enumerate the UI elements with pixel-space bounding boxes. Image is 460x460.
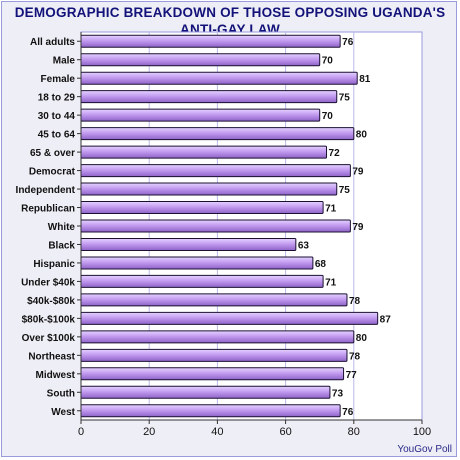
bar <box>80 182 338 196</box>
category-label: $80k-$100k <box>22 314 76 325</box>
bar <box>80 404 341 418</box>
bar <box>80 348 348 362</box>
data-label: 78 <box>349 351 361 362</box>
x-tick-label-0: 0 <box>78 426 84 438</box>
bar <box>80 108 321 122</box>
category-label: Northeast <box>28 351 75 362</box>
category-label: Midwest <box>36 370 76 381</box>
data-label: 75 <box>339 93 351 104</box>
data-label: 73 <box>332 388 344 399</box>
bar <box>80 293 348 307</box>
bar <box>80 71 358 85</box>
data-label: 71 <box>325 277 337 288</box>
bar <box>80 127 355 141</box>
data-label: 80 <box>356 333 368 344</box>
bar <box>80 164 351 178</box>
chart-title-line-1: DEMOGRAPHIC BREAKDOWN OF THOSE OPPOSING … <box>14 5 446 20</box>
data-label: 76 <box>342 407 354 418</box>
bar <box>80 274 324 288</box>
x-tick-label-40: 40 <box>211 426 223 438</box>
category-label: Male <box>53 56 76 67</box>
data-label: 75 <box>339 185 351 196</box>
category-label: Female <box>41 74 76 85</box>
category-label: Black <box>48 240 75 251</box>
category-label: Over $100k <box>22 333 76 344</box>
source-label: YouGov Poll <box>397 444 452 455</box>
data-label: 79 <box>352 222 364 233</box>
category-label: South <box>47 388 75 399</box>
bar <box>80 330 355 344</box>
data-label: 79 <box>352 167 364 178</box>
category-label: Independent <box>16 185 76 196</box>
bar <box>80 367 345 381</box>
category-label: Democrat <box>29 167 76 178</box>
x-tick-label-100: 100 <box>413 426 431 438</box>
bar <box>80 219 351 233</box>
data-label: 71 <box>325 204 337 215</box>
category-label: $40k-$80k <box>27 296 75 307</box>
data-label: 63 <box>298 240 310 251</box>
bar <box>80 311 379 325</box>
category-label: 65 & over <box>30 148 75 159</box>
data-label: 76 <box>342 37 354 48</box>
x-tick-label-80: 80 <box>348 426 360 438</box>
x-tick-label-20: 20 <box>143 426 155 438</box>
data-label: 87 <box>380 314 392 325</box>
category-label: Republican <box>21 204 75 215</box>
data-label: 80 <box>356 130 368 141</box>
category-label: 30 to 44 <box>38 111 76 122</box>
data-label: 70 <box>322 111 334 122</box>
bar <box>80 201 324 215</box>
x-tick-label-60: 60 <box>279 426 291 438</box>
category-label: Hispanic <box>33 259 75 270</box>
category-label: 18 to 29 <box>38 93 76 104</box>
category-label: All adults <box>30 37 75 48</box>
bar <box>80 34 341 48</box>
data-label: 72 <box>329 148 341 159</box>
data-label: 77 <box>346 370 358 381</box>
data-label: 81 <box>359 74 371 85</box>
category-label: Under $40k <box>21 277 75 288</box>
bar <box>80 90 338 104</box>
category-label: 45 to 64 <box>38 130 76 141</box>
bar <box>80 385 331 399</box>
bar <box>80 145 328 159</box>
data-label: 68 <box>315 259 327 270</box>
data-label: 70 <box>322 56 334 67</box>
bar <box>80 237 297 251</box>
data-label: 78 <box>349 296 361 307</box>
bar <box>80 256 314 270</box>
category-label: White <box>48 222 76 233</box>
bar <box>80 53 321 67</box>
category-label: West <box>51 407 75 418</box>
